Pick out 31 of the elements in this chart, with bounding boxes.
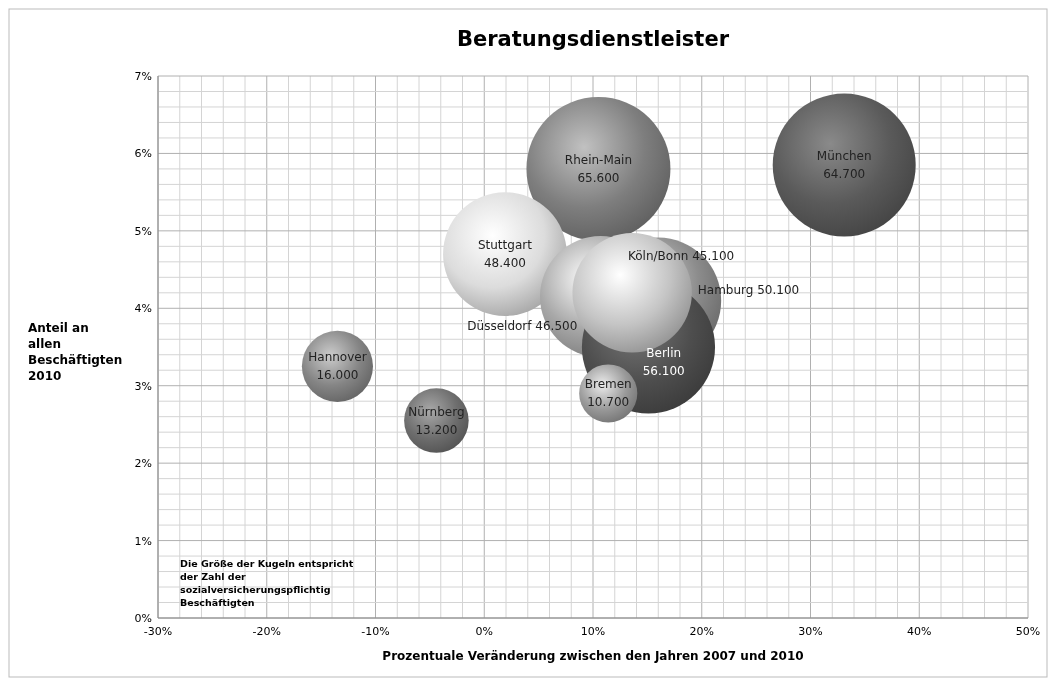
x-tick-label: -20% [252, 625, 281, 638]
chart-title: Beratungsdienstleister [457, 27, 730, 51]
y-tick-label: 7% [134, 70, 152, 83]
y-tick-label: 4% [134, 302, 152, 316]
x-tick-label: 10% [580, 625, 606, 638]
annotation: Bremen 10.700 [584, 377, 632, 410]
x-tick-label: -30% [143, 625, 173, 638]
y-tick-label: 0% [134, 612, 152, 625]
x-tick-label: -10% [361, 625, 390, 638]
y-tick-label: 2% [134, 457, 152, 471]
y-tick-label: 3% [134, 379, 152, 393]
annotation: Stuttgart 48.400 [477, 238, 533, 271]
annotation: Hamburg 50.100 [697, 282, 800, 297]
annotation: Düsseldorf 46.500 [467, 319, 578, 334]
y-tick-label: 6% [134, 147, 152, 161]
x-tick-label: 40% [907, 625, 932, 638]
annotation: München 64.700 [816, 149, 872, 182]
y-tick-label: 1% [134, 534, 152, 548]
x-tick-label: 0% [475, 625, 493, 638]
y-axis-title: Anteil an allen Beschäftigten 2010 [28, 321, 123, 383]
annotation: Köln/Bonn 45.100 [627, 249, 735, 264]
annotation: Die Größe der Kugeln entspricht der Zahl der sozialversicherungspflichtig Beschäftigten [180, 558, 354, 608]
annotation: Rhein-Main 65.600 [564, 152, 633, 185]
x-tick-label: 50% [1015, 625, 1041, 638]
annotation: Nürnberg 13.200 [408, 404, 465, 437]
annotation: Hannover 16.000 [308, 350, 367, 383]
x-tick-label: 30% [798, 625, 823, 638]
annotation: Berlin 56.100 [642, 346, 685, 379]
x-axis-title: Prozentuale Veränderung zwischen den Jahren 2007 und 2010 [382, 649, 804, 663]
y-tick-label: 5% [134, 224, 152, 238]
x-tick-label: 20% [689, 625, 714, 638]
